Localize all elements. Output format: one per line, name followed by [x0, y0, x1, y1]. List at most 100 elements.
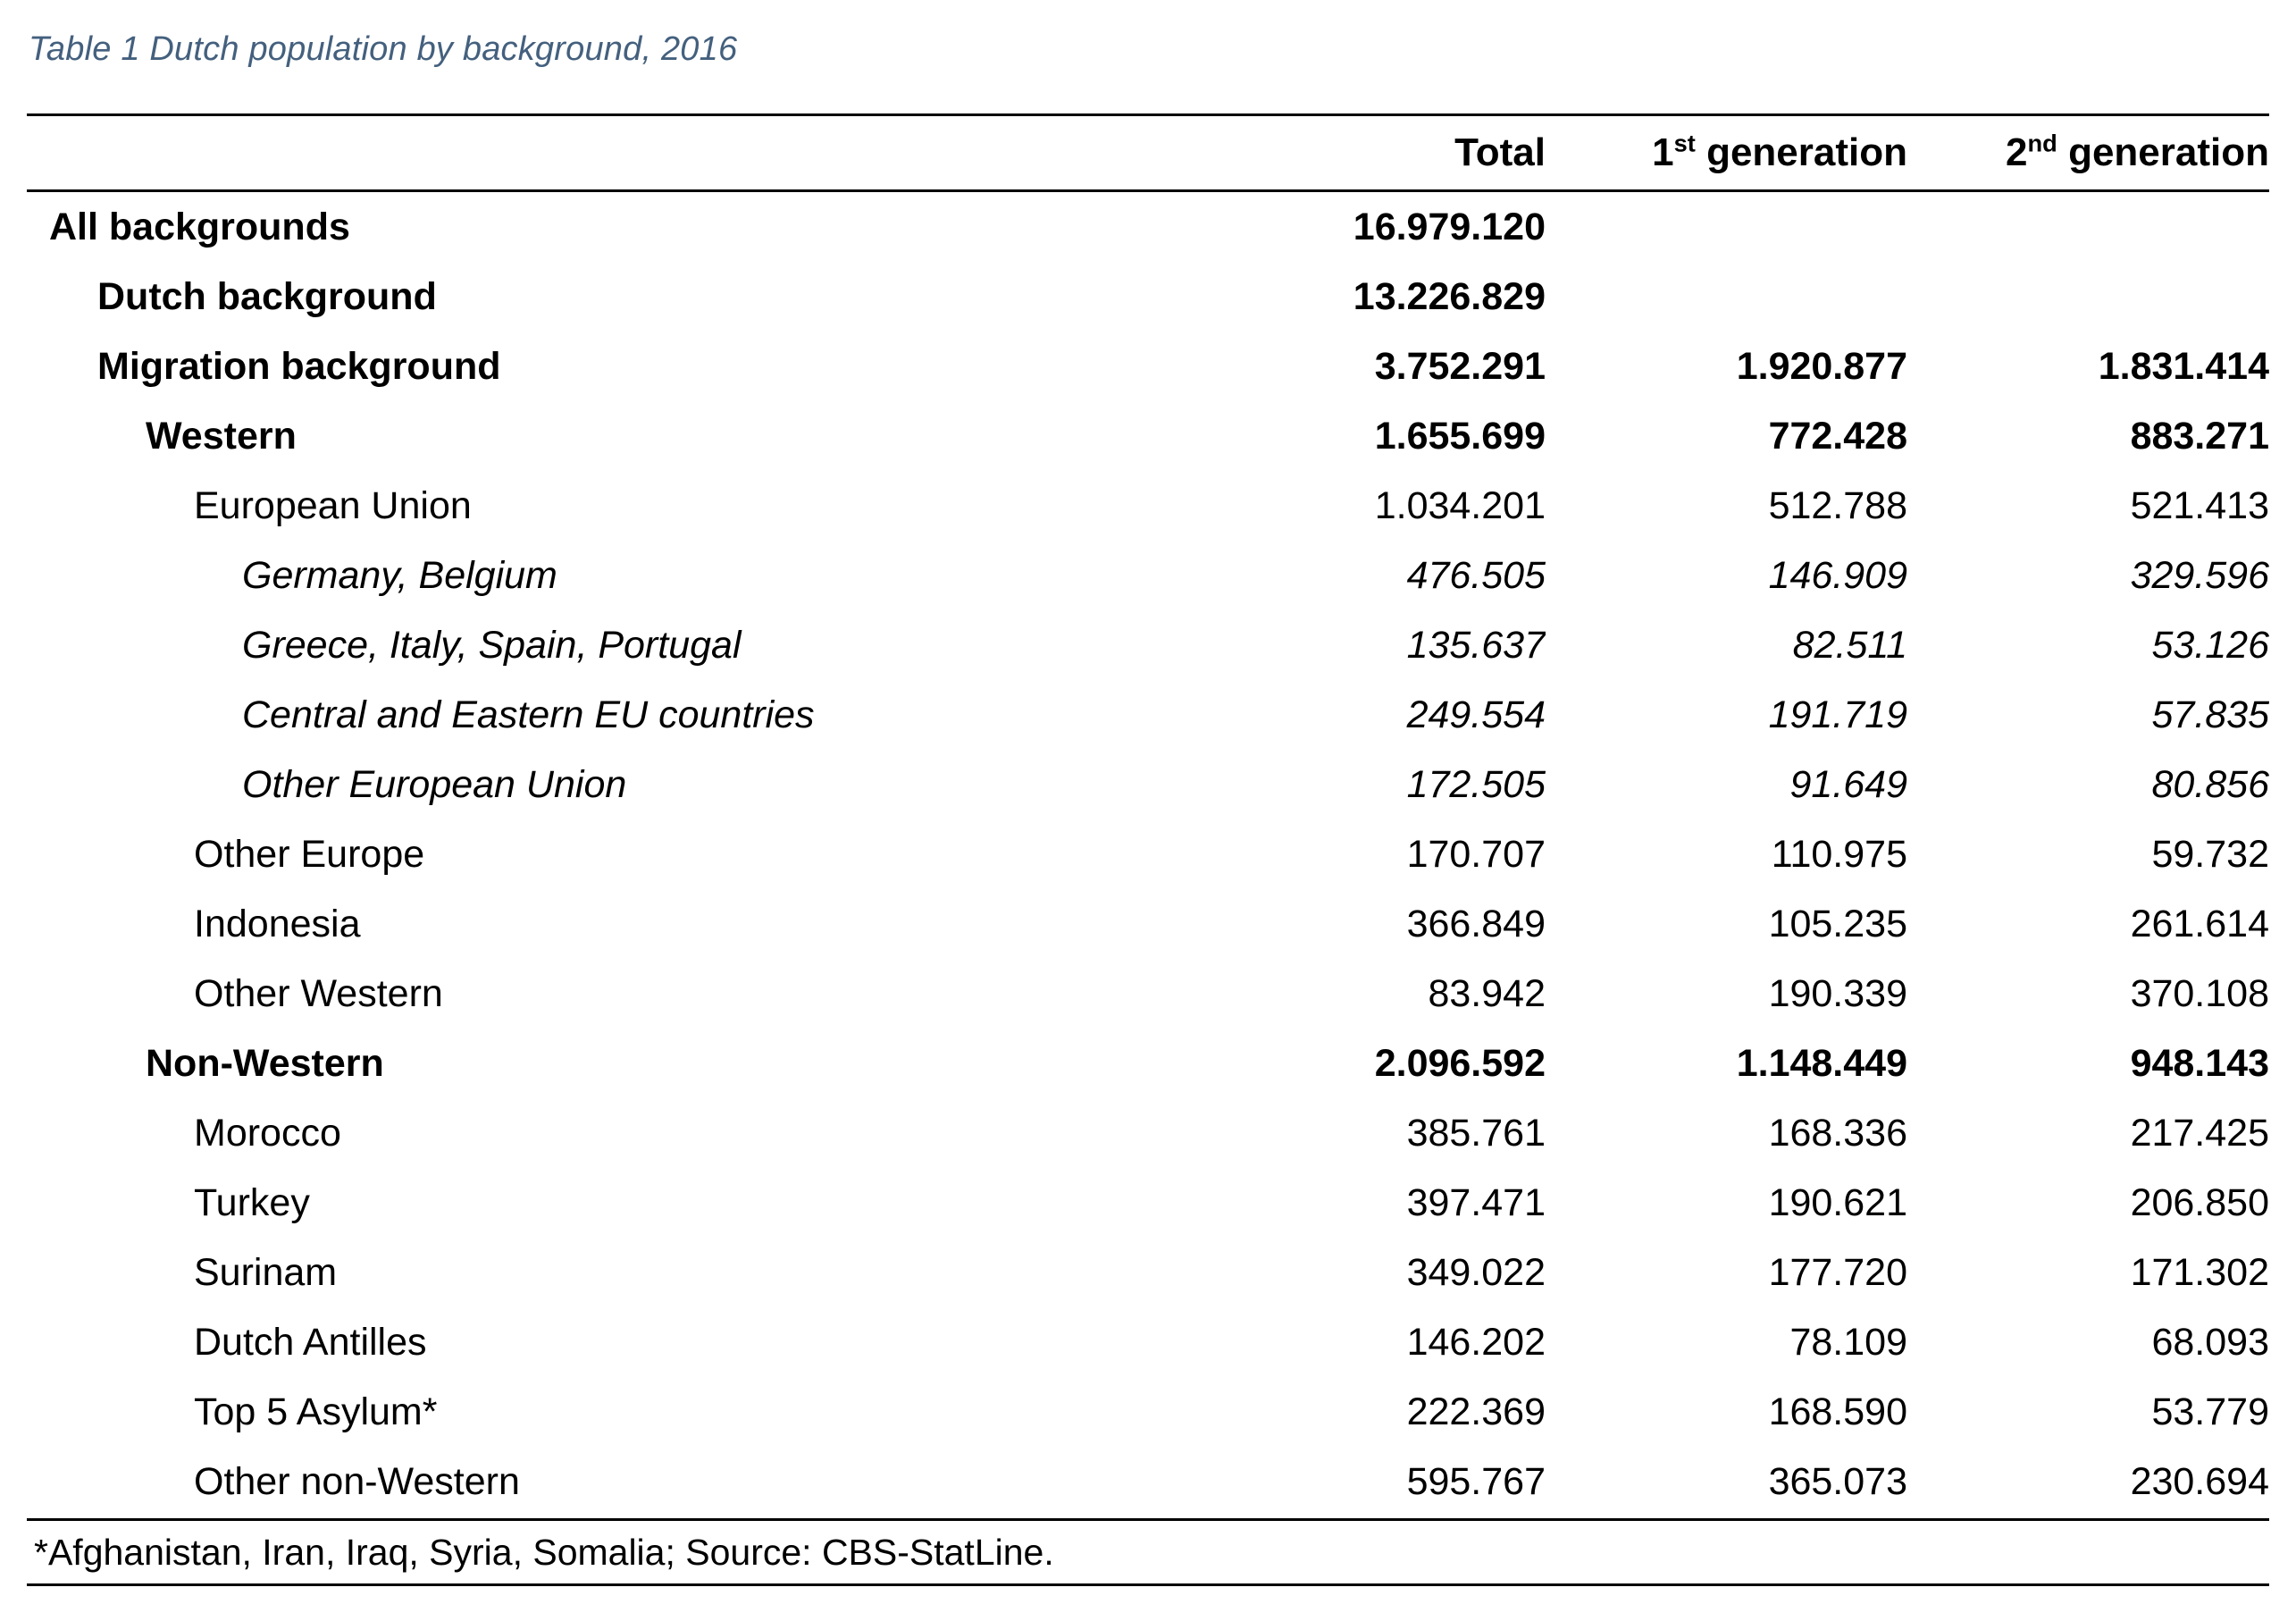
table-row: Non-Western 2.096.592 1.148.449 948.143 [27, 1029, 2269, 1098]
row-label: Dutch background [97, 274, 437, 318]
cell-gen1: 365.073 [1768, 1459, 1907, 1503]
cell-total: 83.942 [1428, 971, 1546, 1015]
table-row: Dutch background 13.226.829 [27, 262, 2269, 332]
table-row: All backgrounds 16.979.120 [27, 192, 2269, 262]
cell-gen1: 191.719 [1768, 693, 1907, 736]
cell-gen2: 171.302 [2130, 1250, 2269, 1294]
row-label: Dutch Antilles [194, 1320, 427, 1364]
table-row: Other European Union 172.505 91.649 80.856 [27, 750, 2269, 819]
col-header-gen2-base: 2 [2006, 130, 2028, 174]
row-label: Migration background [97, 344, 501, 388]
cell-total: 170.707 [1406, 832, 1546, 876]
footnote: *Afghanistan, Iran, Iraq, Syria, Somalia… [27, 1518, 2269, 1586]
table-row: Top 5 Asylum* 222.369 168.590 53.779 [27, 1377, 2269, 1447]
cell-gen1: 190.339 [1768, 971, 1907, 1015]
cell-total: 595.767 [1406, 1459, 1546, 1503]
cell-gen1: 168.336 [1768, 1111, 1907, 1155]
cell-gen1: 190.621 [1768, 1180, 1907, 1224]
row-label: Germany, Belgium [242, 553, 557, 597]
cell-gen2: 1.831.414 [2098, 344, 2269, 388]
cell-gen1: 1.148.449 [1736, 1041, 1907, 1085]
col-header-gen2-rest: generation [2057, 130, 2269, 174]
cell-total: 476.505 [1406, 553, 1546, 597]
cell-gen1: 110.975 [1771, 832, 1907, 876]
cell-total: 1.655.699 [1374, 414, 1546, 458]
cell-gen2: 53.126 [2151, 623, 2269, 667]
row-label: Indonesia [194, 902, 361, 945]
row-label: All backgrounds [49, 205, 350, 248]
cell-gen1: 82.511 [1792, 623, 1907, 667]
cell-gen2: 329.596 [2130, 553, 2269, 597]
cell-gen2: 206.850 [2130, 1180, 2269, 1224]
cell-total: 1.034.201 [1374, 483, 1546, 527]
cell-gen1: 146.909 [1768, 553, 1907, 597]
col-header-gen2-sup: nd [2027, 130, 2057, 157]
cell-total: 249.554 [1406, 693, 1546, 736]
table-caption: Table 1 Dutch population by background, … [29, 30, 738, 68]
cell-total: 13.226.829 [1353, 274, 1546, 318]
cell-gen2: 230.694 [2130, 1459, 2269, 1503]
data-table: Total 1st generation 2nd generation All … [27, 113, 2269, 1586]
row-label: Greece, Italy, Spain, Portugal [242, 623, 742, 667]
table-row: Migration background 3.752.291 1.920.877 1.… [27, 332, 2269, 401]
row-label: Surinam [194, 1250, 338, 1294]
cell-gen2: 370.108 [2130, 971, 2269, 1015]
row-label: Other Western [194, 971, 443, 1015]
row-label: Other Europe [194, 832, 425, 876]
cell-gen1: 1.920.877 [1736, 344, 1907, 388]
row-label: Western [146, 414, 297, 458]
table-row: European Union 1.034.201 512.788 521.413 [27, 471, 2269, 541]
cell-total: 385.761 [1406, 1111, 1546, 1155]
cell-gen1: 772.428 [1768, 414, 1907, 458]
row-label: Other non-Western [194, 1459, 520, 1503]
col-header-gen1-rest: generation [1695, 130, 1907, 174]
table-row: Other Europe 170.707 110.975 59.732 [27, 819, 2269, 889]
cell-gen2: 883.271 [2130, 414, 2269, 458]
row-label: Turkey [194, 1180, 310, 1224]
cell-gen1: 177.720 [1768, 1250, 1907, 1294]
table-row: Greece, Italy, Spain, Portugal 135.637 82.… [27, 610, 2269, 680]
row-label: European Union [194, 483, 472, 527]
col-header-gen1-base: 1 [1652, 130, 1674, 174]
table-row: Indonesia 366.849 105.235 261.614 [27, 889, 2269, 959]
col-header-gen1: 1st generation [1546, 130, 1907, 175]
table-row: Morocco 385.761 168.336 217.425 [27, 1098, 2269, 1168]
cell-total: 135.637 [1406, 623, 1546, 667]
cell-total: 349.022 [1406, 1250, 1546, 1294]
cell-gen2: 68.093 [2151, 1320, 2269, 1364]
row-label: Other European Union [242, 762, 627, 806]
table-row: Other Western 83.942 190.339 370.108 [27, 959, 2269, 1029]
col-header-gen1-sup: st [1673, 130, 1696, 157]
cell-gen1: 91.649 [1789, 762, 1907, 806]
cell-gen1: 78.109 [1789, 1320, 1907, 1364]
table-body: All backgrounds 16.979.120 Dutch backgroun… [27, 192, 2269, 1516]
row-label: Central and Eastern EU countries [242, 693, 815, 736]
row-label: Non-Western [146, 1041, 384, 1085]
table-row: Germany, Belgium 476.505 146.909 329.596 [27, 541, 2269, 610]
row-label: Top 5 Asylum* [194, 1390, 438, 1433]
cell-gen2: 261.614 [2130, 902, 2269, 945]
table-header-row: Total 1st generation 2nd generation [27, 113, 2269, 192]
table-row: Central and Eastern EU countries 249.554 1… [27, 680, 2269, 750]
cell-total: 397.471 [1406, 1180, 1546, 1224]
col-header-gen2: 2nd generation [1907, 130, 2269, 175]
cell-total: 16.979.120 [1353, 205, 1546, 248]
cell-total: 366.849 [1406, 902, 1546, 945]
cell-gen2: 948.143 [2130, 1041, 2269, 1085]
cell-gen2: 217.425 [2130, 1111, 2269, 1155]
cell-gen2: 59.732 [2151, 832, 2269, 876]
cell-gen2: 521.413 [2130, 483, 2269, 527]
table-row: Turkey 397.471 190.621 206.850 [27, 1168, 2269, 1238]
col-header-total: Total [1454, 130, 1546, 174]
table-row: Dutch Antilles 146.202 78.109 68.093 [27, 1307, 2269, 1377]
cell-total: 146.202 [1406, 1320, 1546, 1364]
cell-gen1: 512.788 [1768, 483, 1907, 527]
cell-gen1: 105.235 [1768, 902, 1907, 945]
cell-total: 2.096.592 [1374, 1041, 1546, 1085]
table-row: Surinam 349.022 177.720 171.302 [27, 1238, 2269, 1307]
cell-gen1: 168.590 [1768, 1390, 1907, 1433]
row-label: Morocco [194, 1111, 341, 1155]
cell-total: 172.505 [1406, 762, 1546, 806]
table-row: Western 1.655.699 772.428 883.271 [27, 401, 2269, 471]
